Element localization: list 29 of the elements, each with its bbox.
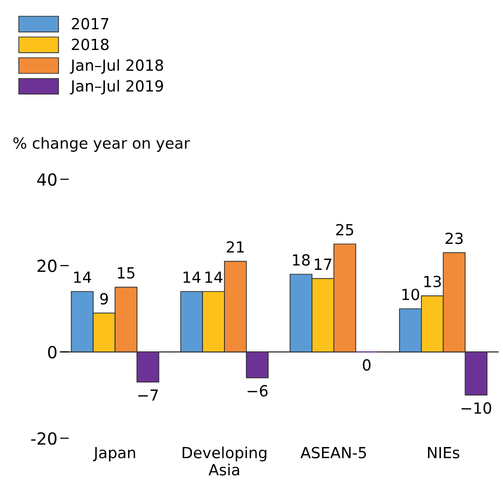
data-label: 23 xyxy=(446,232,463,244)
y-tick-label: 20 xyxy=(38,260,56,272)
data-label: 15 xyxy=(118,267,134,279)
x-tick-label: Developing Asia xyxy=(182,446,266,476)
y-tick-label: 40 xyxy=(37,173,56,186)
data-label: 21 xyxy=(226,241,244,253)
data-label: 14 xyxy=(74,272,92,283)
legend-label: Jan–Jul 2018 xyxy=(70,59,164,74)
x-tick-label: Japan xyxy=(92,447,136,462)
data-label: 25 xyxy=(336,224,354,236)
y-tick-label: -20 xyxy=(31,432,56,445)
data-label: 9 xyxy=(100,293,108,305)
x-tick-label: NIEs xyxy=(428,447,460,458)
x-tick-label: ASEAN-5 xyxy=(300,446,366,458)
legend-label: 2017 xyxy=(72,18,108,30)
y-axis-title: % change year on year xyxy=(13,137,190,152)
data-label: 17 xyxy=(314,258,332,270)
data-label: −7 xyxy=(138,390,158,401)
data-label: 18 xyxy=(293,254,310,266)
data-label: 14 xyxy=(184,272,201,283)
legend-label: 2018 xyxy=(72,38,109,50)
data-label: −10 xyxy=(462,402,492,414)
data-label: 10 xyxy=(402,288,420,300)
legend-label: Jan–Jul 2019 xyxy=(70,80,164,95)
y-tick-label: 0 xyxy=(48,346,56,358)
data-label: 13 xyxy=(424,276,441,288)
data-label: 0 xyxy=(362,359,371,371)
data-label: −6 xyxy=(248,385,268,397)
data-label: 14 xyxy=(205,272,222,283)
